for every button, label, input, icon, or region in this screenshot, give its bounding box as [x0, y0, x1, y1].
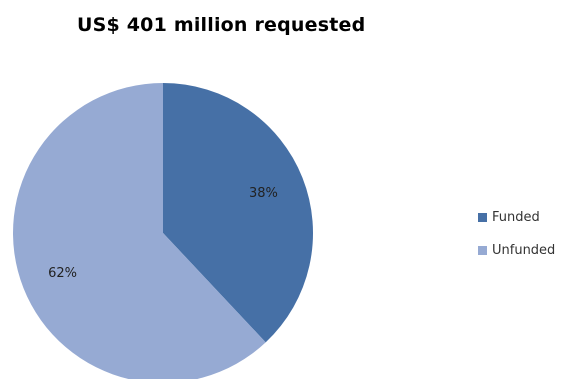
- pie-slices: [13, 83, 314, 379]
- slice-label-funded: 38%: [249, 186, 278, 201]
- legend-item-funded: Funded: [478, 208, 555, 226]
- chart-title: US$ 401 million requested: [77, 14, 366, 36]
- pie-labels: 38% 62%: [48, 186, 278, 281]
- legend-swatch-funded: [478, 212, 487, 222]
- legend-label-funded: Funded: [492, 209, 540, 225]
- legend-item-unfunded: Unfunded: [478, 241, 555, 259]
- slice-label-unfunded: 62%: [48, 266, 77, 281]
- legend: Funded Unfunded: [478, 208, 555, 274]
- legend-swatch-unfunded: [478, 245, 487, 255]
- pie-slice-funded: [163, 83, 314, 343]
- legend-label-unfunded: Unfunded: [492, 242, 556, 258]
- pie-slice-unfunded: [13, 83, 266, 379]
